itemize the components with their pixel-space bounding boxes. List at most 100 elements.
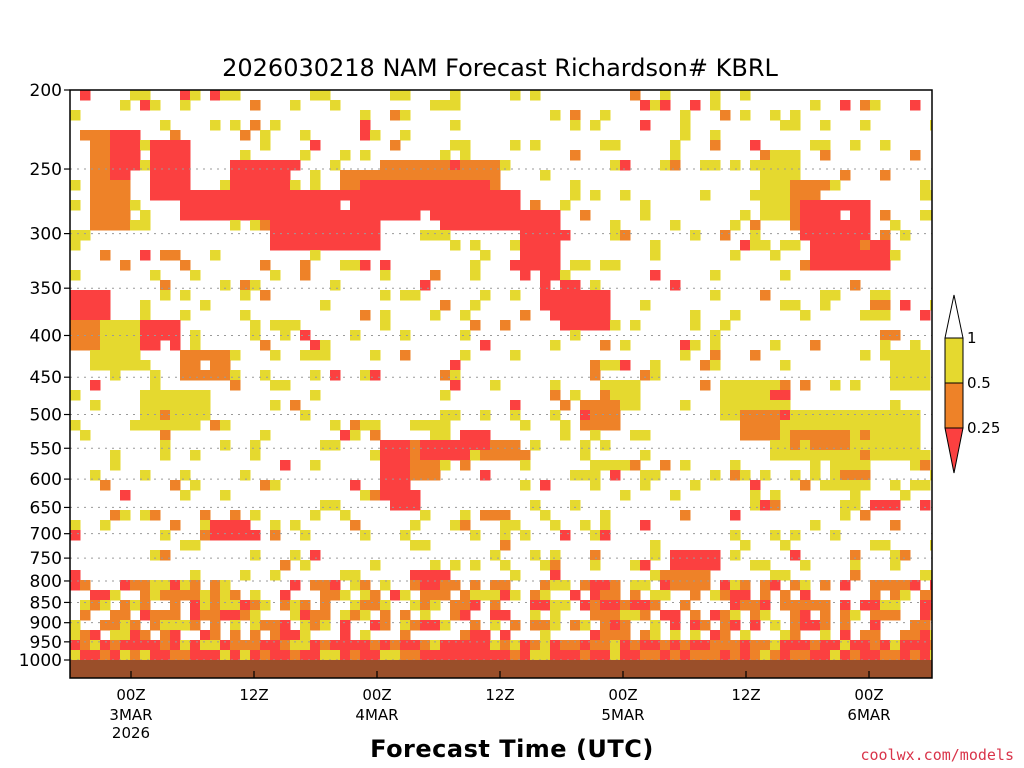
- heatmap-cell: [530, 250, 541, 261]
- heatmap-cell: [510, 450, 521, 461]
- heatmap-cell: [680, 550, 691, 561]
- heatmap-cell: [930, 300, 932, 311]
- heatmap-cell: [460, 180, 471, 191]
- heatmap-cell: [360, 200, 371, 211]
- heatmap-cell: [820, 430, 831, 441]
- heatmap-cell: [170, 250, 181, 261]
- chart-title: 2026030218 NAM Forecast Richardson# KBRL: [222, 54, 778, 82]
- heatmap-cell: [750, 350, 761, 361]
- heatmap-cell: [540, 290, 551, 301]
- heatmap-cell: [350, 260, 361, 271]
- heatmap-cell: [860, 420, 871, 431]
- heatmap-cell: [120, 200, 131, 211]
- heatmap-cell: [780, 600, 791, 611]
- heatmap-cell: [160, 280, 171, 291]
- heatmap-cell: [410, 500, 421, 511]
- heatmap-cell: [420, 440, 431, 451]
- x-tick-label: 12Z: [731, 686, 760, 704]
- heatmap-cell: [230, 120, 241, 131]
- heatmap-cell: [850, 230, 861, 241]
- heatmap-cell: [890, 590, 901, 601]
- heatmap-cell: [670, 630, 681, 641]
- heatmap-cell: [500, 510, 511, 521]
- heatmap-cell: [260, 650, 271, 661]
- heatmap-cell: [550, 250, 561, 261]
- heatmap-cell: [770, 490, 781, 501]
- heatmap-cell: [400, 620, 411, 631]
- heatmap-cell: [400, 590, 411, 601]
- heatmap-cell: [910, 150, 921, 161]
- heatmap-cell: [220, 200, 231, 211]
- heatmap-cell: [580, 640, 591, 651]
- heatmap-cell: [500, 450, 511, 461]
- heatmap-cell: [450, 190, 461, 201]
- heatmap-cell: [100, 210, 111, 221]
- heatmap-cell: [480, 430, 491, 441]
- heatmap-cell: [600, 390, 611, 401]
- heatmap-cell: [450, 240, 461, 251]
- heatmap-cell: [530, 210, 541, 221]
- heatmap-cell: [440, 150, 451, 161]
- heatmap-cell: [610, 380, 621, 391]
- heatmap-cell: [590, 360, 601, 371]
- heatmap-cell: [120, 610, 131, 621]
- heatmap-cell: [810, 420, 821, 431]
- heatmap-cell: [800, 590, 811, 601]
- heatmap-cell: [540, 260, 551, 271]
- heatmap-cell: [860, 310, 871, 321]
- heatmap-cell: [800, 260, 811, 271]
- heatmap-cell: [700, 580, 711, 591]
- heatmap-cell: [330, 200, 341, 211]
- heatmap-cell: [470, 210, 481, 221]
- heatmap-cell: [760, 390, 771, 401]
- heatmap-cell: [70, 110, 81, 121]
- heatmap-cell: [390, 210, 401, 221]
- heatmap-cell: [860, 640, 871, 651]
- heatmap-cell: [440, 230, 451, 241]
- heatmap-cell: [380, 260, 391, 271]
- plot-frame: [69, 89, 933, 679]
- heatmap-cell: [450, 560, 461, 571]
- heatmap-cell: [410, 650, 421, 661]
- y-tick-label: 950: [30, 633, 62, 653]
- heatmap-cell: [110, 630, 121, 641]
- heatmap-cell: [300, 620, 311, 631]
- heatmap-cell: [200, 190, 211, 201]
- heatmap-cell: [260, 340, 271, 351]
- heatmap-cell: [130, 650, 141, 661]
- heatmap-cell: [280, 240, 291, 251]
- heatmap-cell: [530, 550, 541, 561]
- heatmap-cell: [910, 440, 921, 451]
- heatmap-cell: [150, 340, 161, 351]
- heatmap-cell: [610, 470, 621, 481]
- heatmap-cell: [520, 530, 531, 541]
- heatmap-cell: [160, 630, 171, 641]
- heatmap-cell: [170, 580, 181, 591]
- heatmap-cell: [150, 550, 161, 561]
- heatmap-cell: [370, 200, 381, 211]
- heatmap-cell: [180, 170, 191, 181]
- heatmap-cell: [370, 590, 381, 601]
- color-legend: 10.50.25: [944, 294, 1000, 474]
- heatmap-cell: [720, 400, 731, 411]
- heatmap-cell: [200, 600, 211, 611]
- heatmap-cell: [890, 640, 901, 651]
- heatmap-cell: [350, 430, 361, 441]
- heatmap-cell: [870, 290, 881, 301]
- heatmap-cell: [270, 240, 281, 251]
- heatmap-cell: [200, 200, 211, 211]
- heatmap-cell: [770, 440, 781, 451]
- heatmap-cell: [380, 320, 391, 331]
- heatmap-cell: [470, 650, 481, 661]
- heatmap-cell: [140, 580, 151, 591]
- heatmap-cell: [430, 420, 441, 431]
- heatmap-cell: [720, 110, 731, 121]
- heatmap-cell: [720, 320, 731, 331]
- heatmap-cell: [730, 610, 741, 621]
- heatmap-cell: [710, 550, 721, 561]
- heatmap-cell: [290, 650, 301, 661]
- heatmap-cell: [130, 330, 141, 341]
- heatmap-cell: [610, 610, 621, 621]
- heatmap-cell: [440, 180, 451, 191]
- heatmap-cell: [910, 420, 921, 431]
